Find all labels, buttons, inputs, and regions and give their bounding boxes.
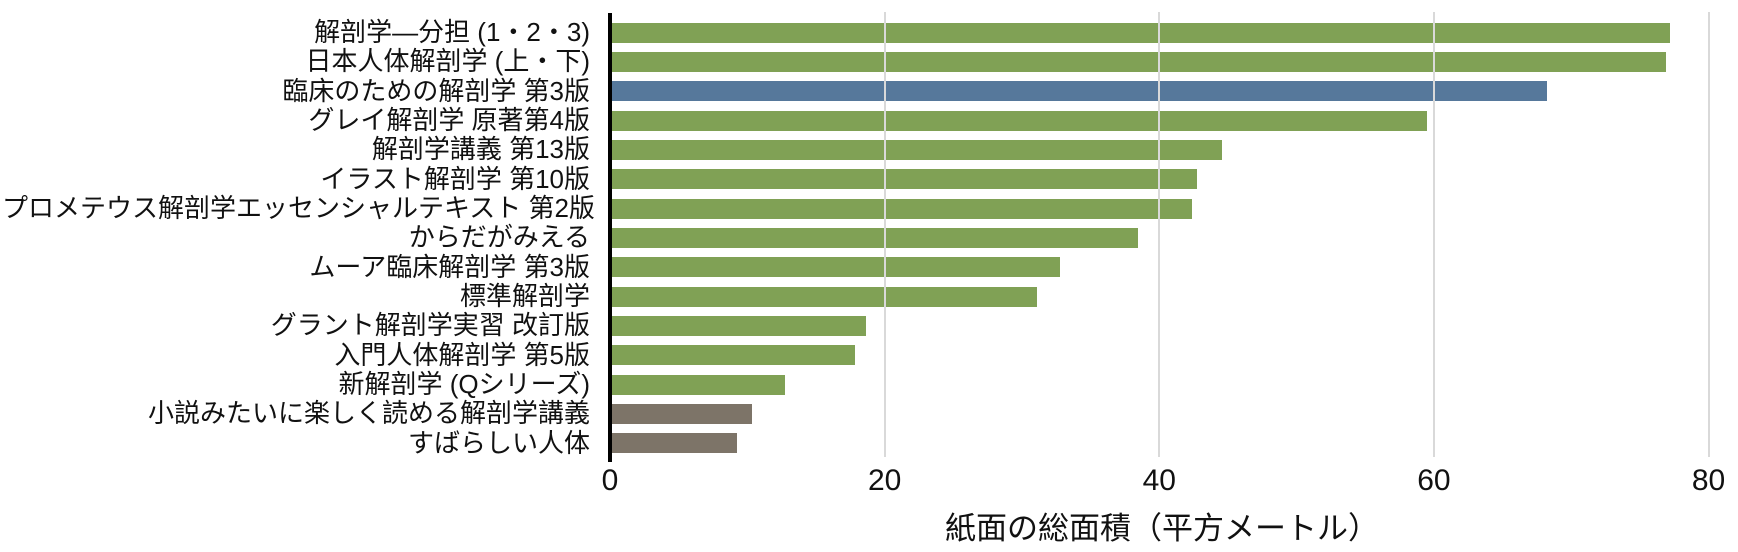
- bar: [611, 81, 1548, 102]
- bar: [611, 52, 1666, 72]
- x-tick-label: 80: [1691, 464, 1726, 497]
- plot-area: [610, 18, 1714, 458]
- y-axis-labels: 解剖学―分担 (1・2・3) 日本人体解剖学 (上・下) 臨床のための解剖学 第3版…: [0, 17, 600, 458]
- category-label: ムーア臨床解剖学 第3版: [309, 251, 590, 282]
- x-tick-label: 60: [1417, 464, 1451, 497]
- category-label: 新解剖学 (Qシリーズ): [338, 369, 590, 399]
- x-tick-label: 20: [867, 464, 902, 497]
- category-label: グレイ解剖学 原著第4版: [308, 105, 590, 135]
- bar: [611, 22, 1670, 43]
- bar: [611, 404, 753, 424]
- category-label: 小説みたいに楽しく読める解剖学講義: [147, 398, 590, 429]
- category-label: からだがみえる: [408, 222, 590, 253]
- category-label: 解剖学講義 第13版: [371, 134, 590, 165]
- bar: [611, 345, 856, 366]
- category-label: 臨床のための解剖学 第3版: [282, 75, 590, 106]
- gridline: [1158, 12, 1161, 457]
- x-tick-label: 0: [601, 464, 619, 497]
- category-label: 入門人体解剖学 第5版: [334, 339, 590, 370]
- bar: [611, 110, 1427, 131]
- x-tick-label: 40: [1142, 464, 1176, 497]
- bar: [611, 140, 1223, 160]
- category-label: すばらしい人体: [407, 427, 590, 458]
- bar: [611, 198, 1192, 219]
- category-label: イラスト解剖学 第10版: [320, 163, 590, 194]
- bar: [611, 286, 1037, 307]
- x-axis-title: 紙面の総面積（平方メートル）: [945, 511, 1379, 546]
- bar: [611, 433, 738, 454]
- bar: [611, 257, 1060, 278]
- gridline: [1432, 12, 1435, 457]
- category-label: 標準解剖学: [459, 281, 590, 311]
- category-label: グラント解剖学実習 改訂版: [270, 310, 590, 341]
- bar: [611, 374, 786, 395]
- y-axis-line: [608, 13, 612, 462]
- gridline: [883, 12, 886, 457]
- bar: [611, 228, 1139, 248]
- category-label: 日本人体解剖学 (上・下): [305, 46, 590, 77]
- bar: [611, 169, 1198, 190]
- category-label: 解剖学―分担 (1・2・3): [314, 17, 590, 47]
- bar: [611, 316, 867, 336]
- gridline: [1707, 12, 1710, 457]
- category-label: プロメテウス解剖学エッセンシャルテキスト 第2版: [2, 193, 595, 223]
